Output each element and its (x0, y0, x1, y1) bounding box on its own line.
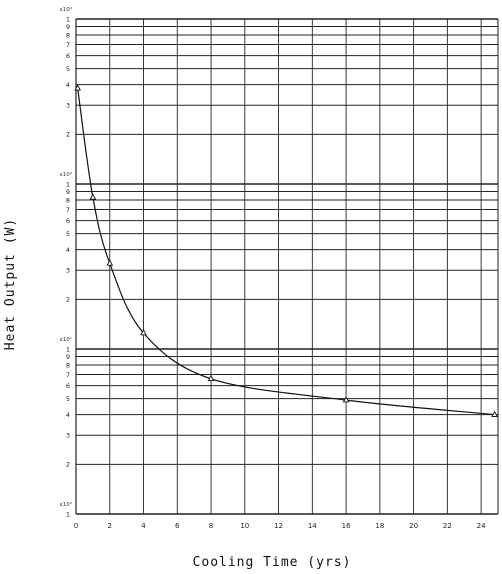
y-tick-label: 9 (66, 188, 70, 196)
y-tick-label: 5 (66, 65, 70, 73)
decade-labels: x10⁰ x10¹ x10² x10³ (60, 6, 73, 508)
y-tick-label: 1 (66, 15, 70, 23)
y-tick-label: 9 (66, 23, 70, 31)
y-tick-label: 2 (66, 461, 70, 469)
y-tick-label: 6 (66, 217, 70, 225)
y-tick-label: 9 (66, 353, 70, 361)
heat-output-curve (77, 88, 495, 416)
x-axis-title: Cooling Time (yrs) (193, 555, 352, 570)
data-point-marker (342, 396, 350, 403)
y-tick-label: 4 (66, 81, 70, 89)
x-tick-label: 2 (108, 522, 112, 530)
y-tick-label: 8 (66, 31, 70, 39)
data-point-marker (106, 259, 114, 266)
x-tick-labels: 0 2 4 6 8 10 12 14 16 18 20 22 24 (74, 522, 486, 530)
y-tick-label: 1 (66, 180, 70, 188)
decade-label: x10⁰ (60, 501, 73, 508)
x-tick-label: 4 (141, 522, 146, 530)
x-tick-label: 20 (409, 522, 418, 530)
y-tick-label: 2 (66, 131, 70, 139)
x-tick-label: 8 (209, 522, 213, 530)
data-series (74, 84, 498, 417)
y-tick-label: 8 (66, 361, 70, 369)
x-tick-label: 22 (443, 522, 452, 530)
y-tick-label: 7 (66, 206, 70, 214)
y-tick-label: 6 (66, 52, 70, 60)
y-tick-label: 5 (66, 395, 70, 403)
y-tick-label: 8 (66, 196, 70, 204)
y-tick-label: 4 (66, 411, 70, 419)
x-tick-label: 24 (477, 522, 486, 530)
y-tick-label: 3 (66, 267, 70, 275)
decade-label: x10³ (60, 6, 72, 13)
x-tick-label: 0 (74, 522, 78, 530)
y-axis-title: Heat Output (W) (3, 218, 18, 350)
y-tick-label: 7 (66, 371, 70, 379)
x-tick-label: 12 (274, 522, 283, 530)
x-tick-label: 16 (342, 522, 351, 530)
x-tick-label: 18 (375, 522, 384, 530)
decade-label: x10¹ (60, 336, 72, 343)
y-tick-label: 6 (66, 382, 70, 390)
grid (75, 18, 499, 515)
y-tick-label: 3 (66, 432, 70, 440)
data-point-marker (491, 410, 498, 417)
y-tick-label: 4 (66, 246, 70, 254)
data-point-marker (74, 84, 82, 91)
data-point-marker (89, 193, 97, 200)
y-tick-label: 2 (66, 296, 70, 304)
y-tick-label: 1 (66, 345, 70, 353)
y-tick-label: 5 (66, 230, 70, 238)
x-tick-label: 6 (175, 522, 180, 530)
decade-label: x10² (60, 171, 72, 178)
data-point-marker (140, 329, 147, 336)
data-point-marker (207, 374, 215, 382)
y-tick-label: 1 (66, 510, 70, 518)
x-tick-label: 10 (240, 522, 249, 530)
y-tick-label: 7 (66, 41, 70, 49)
x-tick-label: 14 (308, 522, 317, 530)
y-tick-label: 3 (66, 102, 70, 110)
